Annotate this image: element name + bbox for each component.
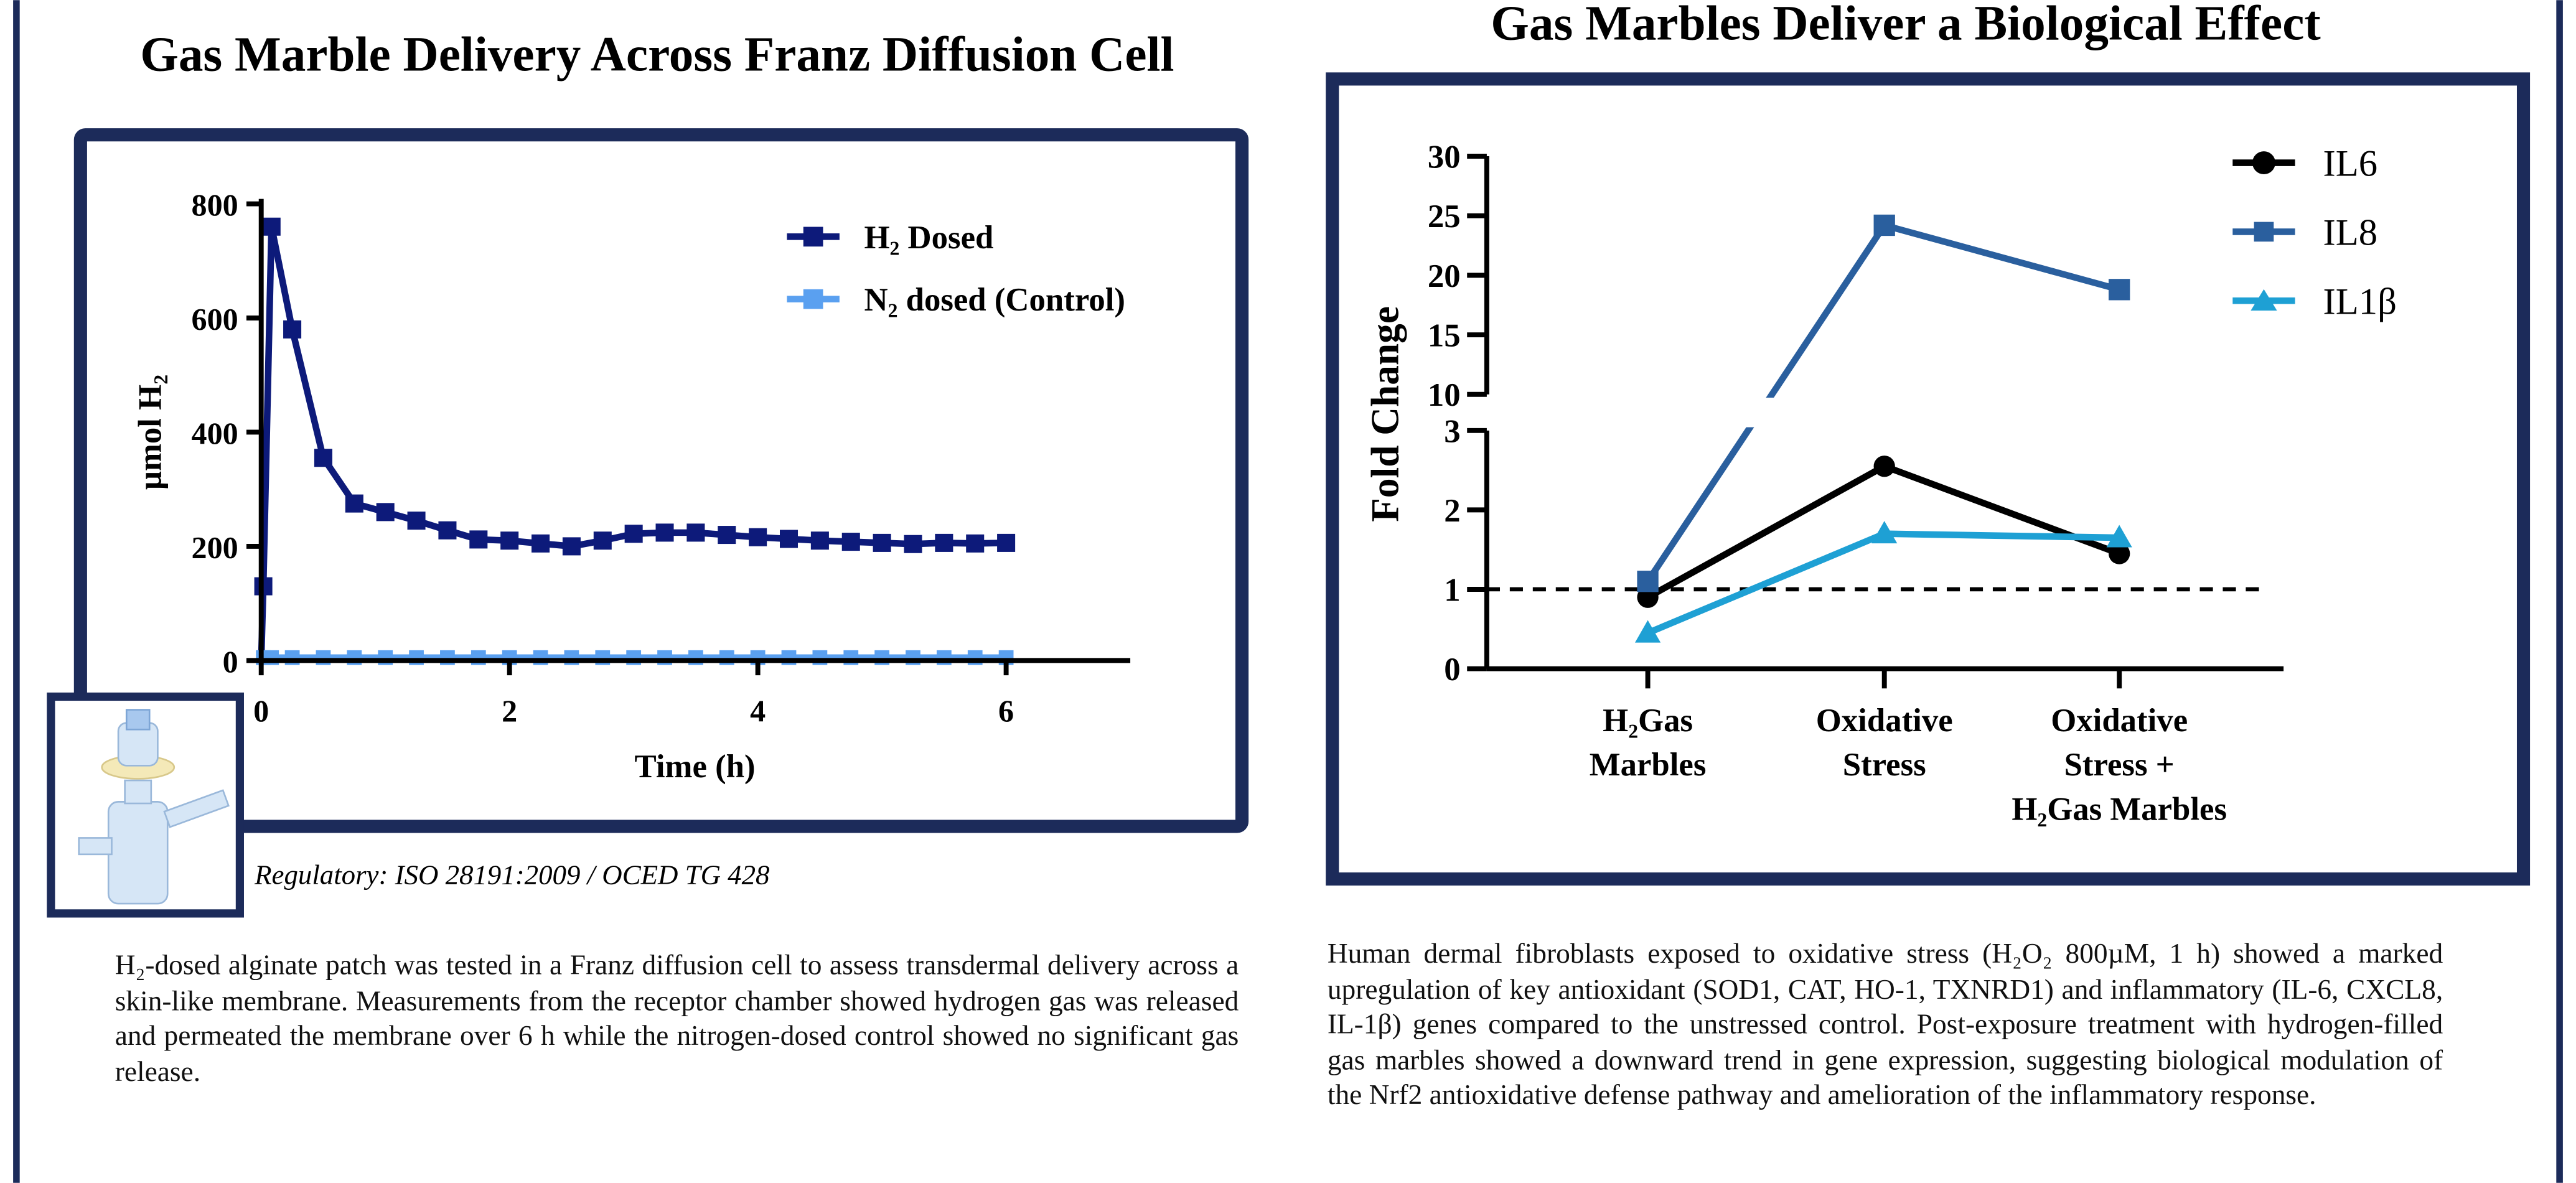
marker	[655, 523, 674, 542]
legend-label: N₂ dosed (Control)	[864, 282, 1125, 318]
marker	[2109, 543, 2130, 564]
marker	[1873, 214, 1895, 236]
y-tick-label: 1	[1444, 572, 1460, 608]
y-tick-label: 0	[1444, 652, 1460, 688]
marker	[376, 503, 395, 521]
axis-break-gap	[1470, 398, 1799, 428]
y-tick-label: 10	[1428, 377, 1461, 413]
y-tick-label: 600	[192, 301, 238, 336]
regulatory-note: Regulatory: ISO 28191:2009 / OCED TG 428	[254, 859, 769, 890]
marker	[841, 533, 860, 551]
marker	[532, 534, 550, 553]
y-tick-label: 15	[1428, 318, 1461, 354]
marker	[935, 533, 953, 552]
left-caption: H₂-dosed alginate patch was tested in a …	[115, 949, 1239, 1087]
y-tick-label: 200	[192, 530, 238, 564]
marker	[873, 533, 891, 552]
marker	[407, 512, 426, 530]
y-tick-label: 25	[1428, 199, 1461, 235]
marker	[345, 494, 363, 513]
y-tick-label: 2	[1444, 493, 1460, 529]
marker	[593, 531, 612, 550]
chart-title: Gas Marbles Deliver a Biological Effect	[1491, 0, 2321, 51]
marker	[718, 526, 736, 545]
marker	[904, 535, 922, 553]
marker	[314, 449, 332, 467]
marker	[469, 530, 488, 549]
marker	[2109, 279, 2130, 301]
caption-box: H₂-dosed alginate patch was tested in a …	[115, 949, 1239, 1087]
left-frame	[73, 128, 1249, 833]
right-caption: Human dermal fibroblasts exposed to oxid…	[1327, 938, 2443, 1111]
marker	[1634, 620, 1661, 643]
x-tick-label: 6	[998, 693, 1014, 728]
marker	[779, 530, 799, 548]
legend-marker	[803, 227, 823, 247]
y-tick-label: 400	[192, 416, 238, 451]
marker	[500, 531, 519, 550]
x-axis-label: Time (h)	[635, 749, 756, 785]
marker	[624, 525, 643, 543]
x-tick-label: Stress	[1843, 747, 1926, 783]
marker	[686, 523, 705, 542]
marker	[562, 537, 581, 556]
legend-label: H₂ Dosed	[864, 220, 993, 256]
marker	[997, 533, 1016, 552]
y-tick-label: 3	[1444, 413, 1460, 449]
x-tick-label: H₂Gas	[1603, 703, 1693, 739]
y-tick-label: 30	[1428, 139, 1461, 175]
y-axis-label: μmol H₂	[133, 375, 169, 490]
legend-marker	[2254, 222, 2274, 242]
x-tick-label: 4	[750, 693, 766, 728]
legend-label: IL8	[2323, 212, 2377, 254]
legend-label: IL1β	[2323, 281, 2397, 322]
right-frame	[1326, 72, 2531, 886]
marker	[2106, 525, 2132, 548]
marker	[966, 534, 985, 553]
marker	[1873, 456, 1895, 477]
x-tick-label: Oxidative	[1816, 703, 1953, 739]
y-tick-label: 0	[223, 644, 238, 679]
marker	[438, 521, 457, 540]
marker	[1871, 521, 1898, 544]
x-tick-label: Oxidative	[2051, 703, 2188, 739]
caption-box: Human dermal fibroblasts exposed to oxid…	[1327, 938, 2443, 1111]
x-tick-label: H₂Gas Marbles	[2012, 791, 2227, 827]
legend-marker	[2250, 289, 2277, 311]
x-tick-label: Stress +	[2064, 747, 2175, 783]
legend-label: IL6	[2323, 143, 2377, 185]
marker	[1637, 571, 1659, 592]
series-line	[1646, 530, 2120, 637]
marker	[749, 528, 767, 546]
cell-icon	[47, 692, 244, 918]
x-tick-label: 2	[502, 693, 517, 728]
legend-marker	[2252, 151, 2275, 175]
x-tick-label: Marbles	[1590, 747, 1707, 783]
y-axis-label: Fold Change	[1363, 306, 1407, 522]
y-tick-label: 800	[192, 187, 238, 222]
y-tick-label: 20	[1428, 258, 1461, 294]
legend-marker	[803, 289, 823, 309]
marker	[262, 217, 281, 236]
marker	[810, 531, 829, 550]
x-tick-label: 0	[253, 693, 269, 728]
marker	[283, 320, 302, 339]
chart-title: Gas Marble Delivery Across Franz Diffusi…	[140, 27, 1174, 82]
